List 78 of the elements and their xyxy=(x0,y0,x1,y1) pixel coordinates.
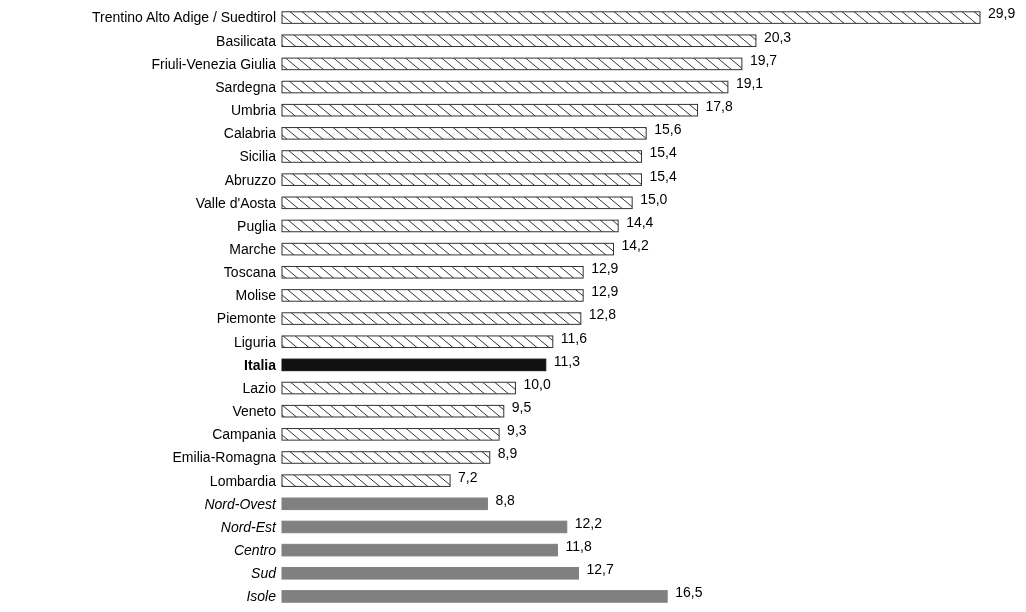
y-tick-label: Trentino Alto Adige / Suedtirol xyxy=(92,9,276,26)
bar xyxy=(281,520,568,534)
data-label: 12,9 xyxy=(591,283,619,300)
data-label: 14,4 xyxy=(626,213,654,230)
bar xyxy=(281,57,743,71)
bar xyxy=(281,428,500,441)
y-tick-label: Liguria xyxy=(233,333,277,350)
y-tick-label: Sardegna xyxy=(215,78,277,95)
y-tick-label: Italia xyxy=(244,356,277,373)
data-label: 15,4 xyxy=(649,167,677,184)
data-label: 29,9 xyxy=(988,5,1016,22)
data-label: 12,8 xyxy=(588,306,617,323)
y-tick-label: Isole xyxy=(246,588,277,605)
bar xyxy=(281,474,451,487)
bar xyxy=(281,381,516,395)
bar xyxy=(281,590,668,603)
bar xyxy=(281,80,729,94)
y-tick-label: Basilicata xyxy=(216,32,277,49)
data-label: 12,7 xyxy=(586,561,614,578)
data-label: 19,7 xyxy=(749,51,778,68)
bar xyxy=(281,127,647,140)
bar xyxy=(281,150,643,163)
bar xyxy=(281,335,554,349)
bar xyxy=(281,312,582,325)
y-tick-label: Lazio xyxy=(242,379,277,396)
data-label: 9,5 xyxy=(511,399,532,416)
data-label: 16,5 xyxy=(675,584,703,601)
bar xyxy=(281,103,699,117)
y-tick-label: Piemonte xyxy=(216,310,277,327)
bar xyxy=(281,289,584,302)
y-tick-label: Centro xyxy=(233,542,277,559)
data-label: 20,3 xyxy=(763,28,792,45)
y-tick-label: Sud xyxy=(251,565,278,582)
y-tick-label: Calabria xyxy=(223,125,277,142)
data-label: 15,0 xyxy=(640,190,668,207)
data-label: 10,0 xyxy=(523,375,551,392)
data-label: 7,2 xyxy=(458,468,478,485)
y-tick-label: Molise xyxy=(235,287,277,304)
data-label: 8,9 xyxy=(497,445,518,462)
data-label: 14,2 xyxy=(621,237,649,254)
bar xyxy=(281,566,579,580)
data-label: 9,3 xyxy=(507,422,527,439)
y-tick-label: Campania xyxy=(212,426,277,443)
y-tick-label: Sicilia xyxy=(239,148,277,165)
y-tick-label: Nord-Est xyxy=(220,518,278,535)
y-tick-label: Valle d'Aosta xyxy=(195,194,277,211)
y-tick-label: Friuli-Venezia Giulia xyxy=(151,55,277,72)
y-tick-label: Toscana xyxy=(223,264,277,281)
data-label: 15,6 xyxy=(654,121,682,138)
y-tick-label: Abruzzo xyxy=(224,171,277,188)
data-label: 19,1 xyxy=(735,74,764,91)
data-label: 11,6 xyxy=(560,329,588,346)
bar xyxy=(281,451,491,464)
bar xyxy=(281,358,547,372)
bar xyxy=(281,265,584,279)
data-label: 12,9 xyxy=(591,260,619,277)
bar xyxy=(281,219,619,233)
y-tick-label: Nord-Ovest xyxy=(204,495,278,512)
data-label: 12,2 xyxy=(574,514,603,531)
y-tick-label: Emilia-Romagna xyxy=(172,449,277,466)
y-tick-label: Puglia xyxy=(237,217,277,234)
data-label: 17,8 xyxy=(705,98,733,115)
bar xyxy=(281,173,643,186)
y-tick-label: Marche xyxy=(229,241,277,258)
bar xyxy=(281,11,981,24)
y-tick-label: Veneto xyxy=(232,403,277,420)
bar xyxy=(281,242,614,256)
bar xyxy=(281,34,757,48)
data-label: 11,8 xyxy=(565,538,592,555)
data-label: 8,8 xyxy=(495,491,516,508)
bar xyxy=(281,404,505,418)
bar xyxy=(281,497,488,511)
bar xyxy=(281,196,633,210)
y-tick-label: Umbria xyxy=(230,102,277,119)
data-label: 11,3 xyxy=(553,352,581,369)
data-label: 15,4 xyxy=(649,144,677,161)
bar xyxy=(281,543,558,557)
y-tick-label: Lombardia xyxy=(209,472,277,489)
